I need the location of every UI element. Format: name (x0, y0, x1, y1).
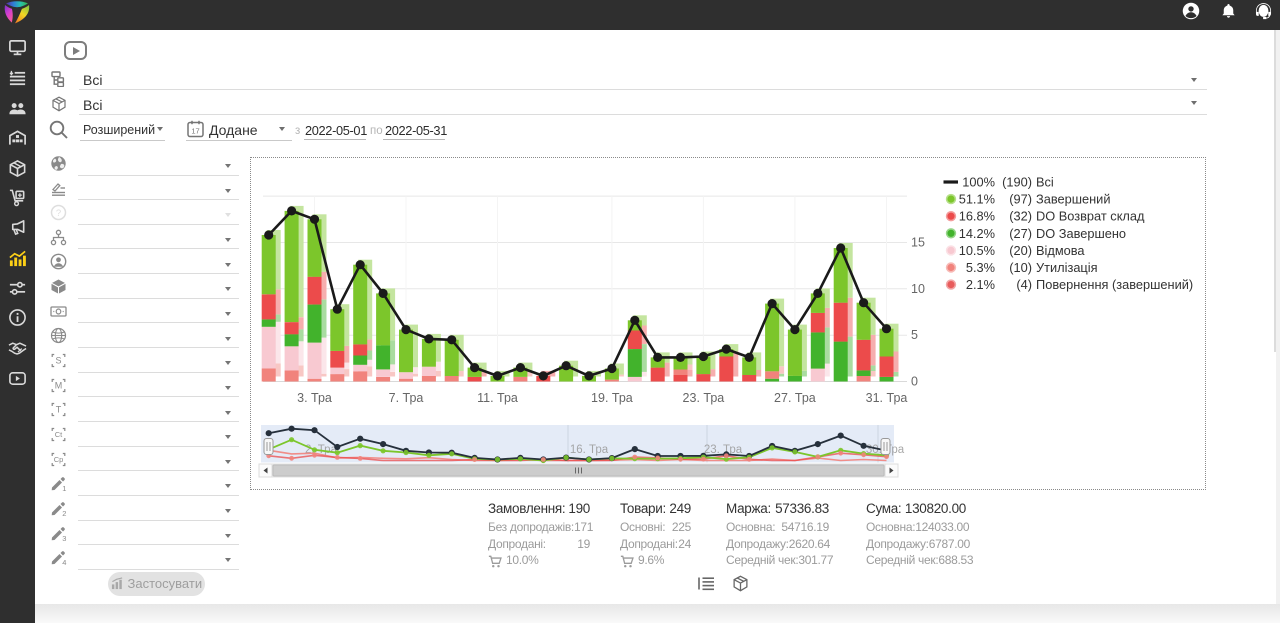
svg-text:2: 2 (62, 509, 66, 517)
svg-text:15: 15 (911, 236, 925, 250)
svg-text:3. Тра: 3. Тра (297, 391, 332, 405)
svg-text:3: 3 (62, 534, 66, 542)
svg-text:11. Тра: 11. Тра (477, 391, 518, 405)
svg-text:?: ? (56, 208, 61, 219)
svg-text:2.1%: 2.1% (966, 277, 995, 292)
svg-text:(32): (32) (1009, 209, 1032, 224)
svg-text:(190): (190) (1002, 175, 1032, 190)
svg-text:14.2%: 14.2% (959, 226, 995, 241)
svg-text:100%: 100% (962, 175, 995, 190)
svg-text:(10): (10) (1009, 260, 1032, 275)
svg-text:5.3%: 5.3% (966, 260, 995, 275)
svg-text:Утилізація: Утилізація (1036, 260, 1098, 275)
svg-text:31. Тра: 31. Тра (866, 391, 908, 405)
svg-text:Cp: Cp (54, 455, 64, 464)
svg-text:S: S (55, 356, 61, 366)
svg-text:M: M (55, 380, 63, 390)
svg-text:16.8%: 16.8% (959, 209, 995, 224)
svg-text:17: 17 (191, 127, 199, 136)
svg-text:4: 4 (62, 558, 66, 566)
svg-text:Повернення (завершений): Повернення (завершений) (1036, 277, 1193, 292)
svg-text:16. Тра: 16. Тра (570, 444, 609, 456)
svg-text:Ct: Ct (55, 430, 63, 439)
svg-text:1: 1 (62, 484, 66, 492)
svg-text:DO Завершено: DO Завершено (1036, 226, 1126, 241)
svg-text:(97): (97) (1009, 192, 1032, 207)
svg-text:T: T (56, 405, 62, 415)
svg-text:27. Тра: 27. Тра (774, 391, 816, 405)
svg-text:10: 10 (911, 282, 925, 296)
svg-text:7. Тра: 7. Тра (389, 391, 424, 405)
svg-text:51.1%: 51.1% (959, 192, 995, 207)
svg-text:10.5%: 10.5% (959, 243, 995, 258)
svg-text:Завершений: Завершений (1036, 192, 1110, 207)
svg-text:5: 5 (911, 328, 918, 342)
svg-text:(4): (4) (1016, 277, 1032, 292)
svg-text:19. Тра: 19. Тра (591, 391, 633, 405)
svg-text:23. Тра: 23. Тра (704, 444, 743, 456)
svg-text:23. Тра: 23. Тра (683, 391, 725, 405)
svg-text:0: 0 (911, 375, 918, 389)
svg-text:Відмова: Відмова (1036, 243, 1085, 258)
svg-text:(27): (27) (1009, 226, 1032, 241)
svg-text:DO Возврат склад: DO Возврат склад (1036, 209, 1145, 224)
svg-text:(20): (20) (1009, 243, 1032, 258)
svg-text:Всі: Всі (1036, 175, 1054, 190)
